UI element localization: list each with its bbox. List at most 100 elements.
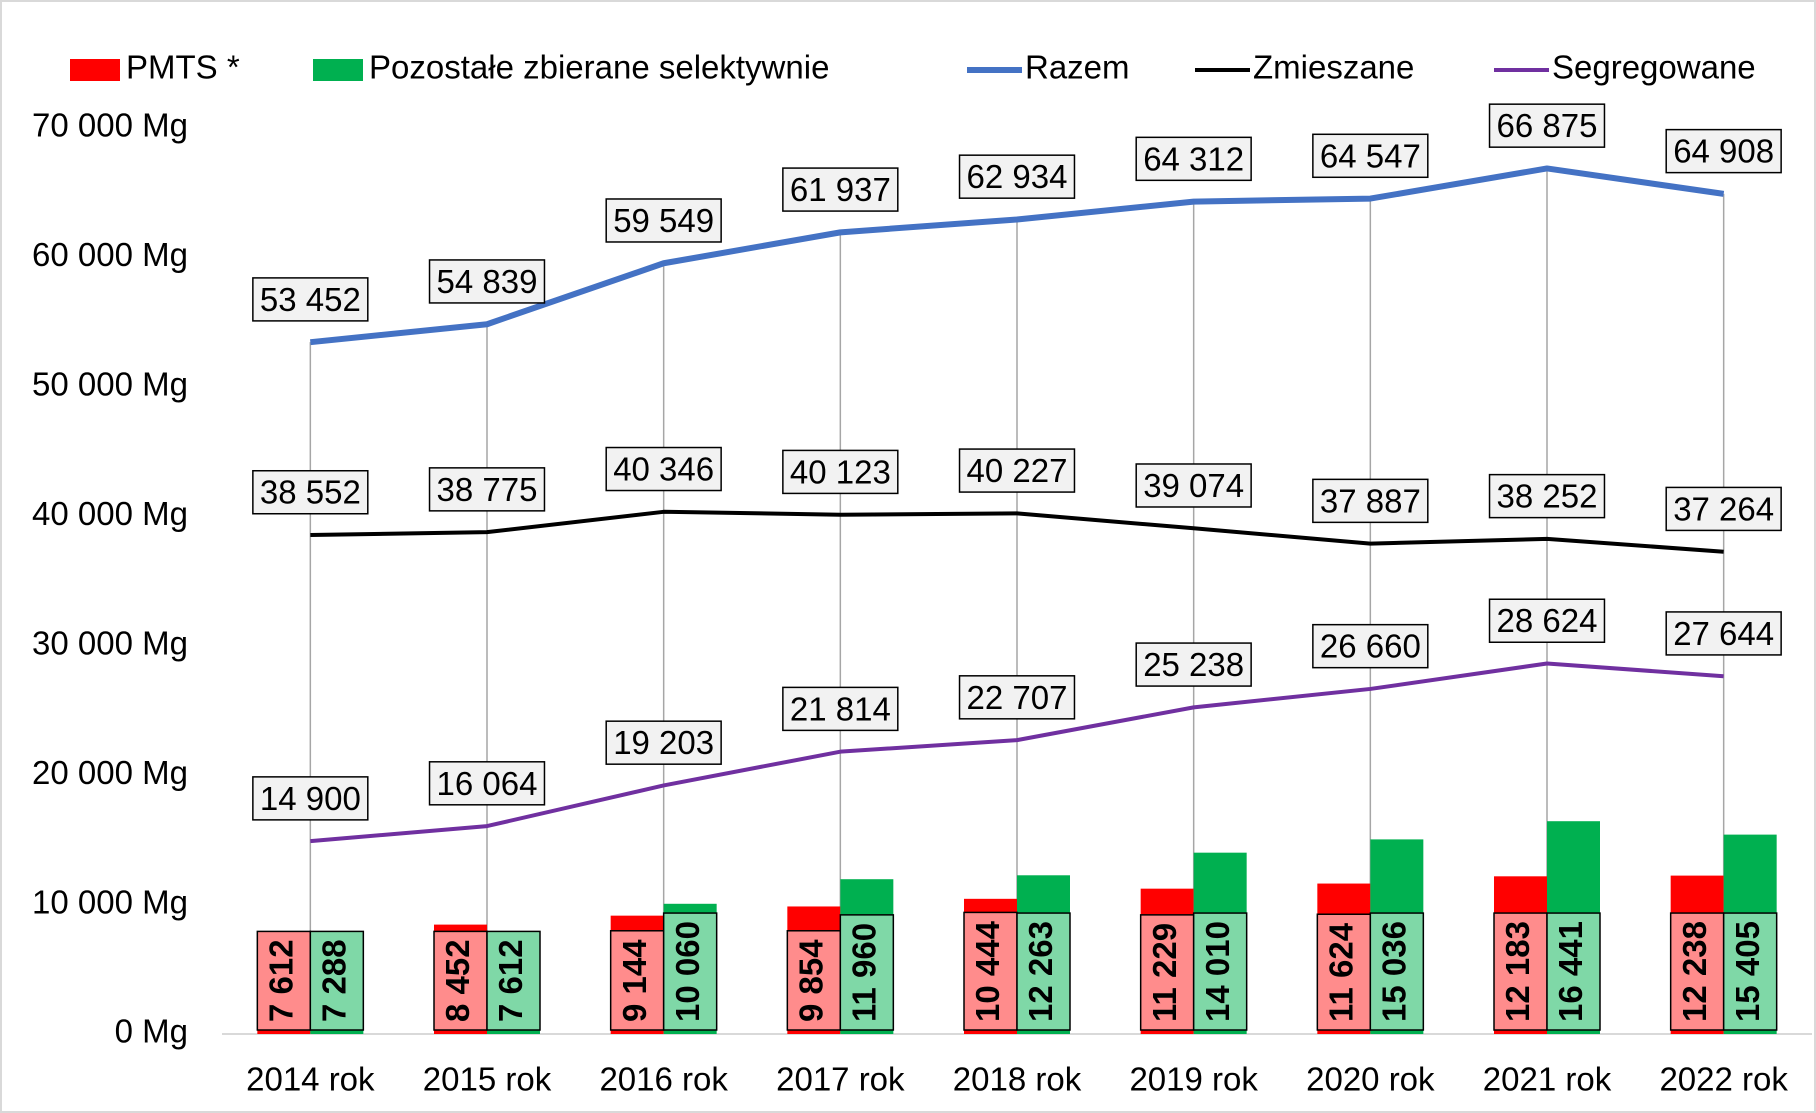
data-label-group: 8 452 <box>433 930 488 1031</box>
data-label-box <box>1488 598 1606 643</box>
data-label-box <box>839 914 895 1031</box>
data-label-group: 64 312 <box>1135 136 1252 182</box>
data-label: 38 775 <box>437 471 538 508</box>
data-label-box <box>1665 486 1782 532</box>
data-label: 15 036 <box>1376 921 1413 1022</box>
data-label-box <box>1135 136 1252 182</box>
data-label: 22 707 <box>967 679 1068 716</box>
data-label-box <box>786 930 842 1031</box>
data-label-group: 19 203 <box>605 720 722 765</box>
data-label-group: 12 183 <box>1493 912 1548 1031</box>
data-label: 12 183 <box>1499 921 1536 1022</box>
data-label-group: 22 707 <box>958 675 1076 720</box>
data-label-box <box>309 930 365 1031</box>
legend-label: Segregowane <box>1552 49 1756 86</box>
data-label-group: 38 775 <box>428 467 546 512</box>
data-label-group: 64 908 <box>1665 128 1782 174</box>
data-label-box <box>1665 611 1782 656</box>
data-label-group: 11 229 <box>1139 914 1195 1031</box>
data-label: 7 612 <box>492 939 529 1022</box>
data-label-box <box>1312 133 1429 179</box>
data-label-box <box>1722 912 1778 1031</box>
x-tick-label: 2021 rok <box>1483 1061 1612 1098</box>
data-label-group: 14 010 <box>1192 912 1248 1031</box>
data-label: 10 444 <box>969 920 1006 1022</box>
data-label-group: 15 405 <box>1722 912 1778 1031</box>
x-tick-label: 2022 rok <box>1659 1061 1788 1098</box>
data-label-box <box>605 720 722 765</box>
data-label-box <box>1192 912 1248 1031</box>
data-label: 16 441 <box>1552 921 1589 1022</box>
data-label: 15 405 <box>1729 921 1766 1022</box>
data-label-group: 12 238 <box>1669 912 1725 1031</box>
data-label-box <box>958 448 1076 493</box>
data-label-box <box>605 446 722 492</box>
data-label-box <box>252 776 369 821</box>
data-label: 27 644 <box>1673 615 1774 652</box>
data-label-group: 11 960 <box>839 914 895 1031</box>
x-tick-label: 2020 rok <box>1306 1061 1435 1098</box>
data-label-group: 64 547 <box>1312 133 1429 179</box>
line <box>310 165 1725 346</box>
data-label-box <box>963 911 1018 1031</box>
data-label-box <box>433 930 488 1031</box>
y-tick-label: 10 000 Mg <box>32 883 188 920</box>
data-label-group: 66 875 <box>1488 103 1606 148</box>
data-label-group: 38 252 <box>1488 473 1606 519</box>
data-label-box <box>1135 642 1252 687</box>
data-label-group: 53 452 <box>252 277 369 322</box>
data-label: 64 908 <box>1673 133 1774 170</box>
data-label-group: 7 612 <box>486 930 541 1031</box>
data-label-group: 59 549 <box>605 198 722 243</box>
data-label-box <box>1316 913 1372 1031</box>
y-tick-label: 60 000 Mg <box>32 236 188 273</box>
data-label: 66 875 <box>1497 107 1598 144</box>
data-label: 10 060 <box>669 921 706 1022</box>
y-tick-label: 70 000 Mg <box>32 107 188 144</box>
data-label-box <box>782 686 899 732</box>
data-label-group: 40 123 <box>782 449 899 495</box>
data-label-box <box>428 467 546 512</box>
data-label-group: 26 660 <box>1312 623 1429 669</box>
data-label: 64 312 <box>1143 140 1244 177</box>
x-tick-label: 2014 rok <box>246 1061 375 1098</box>
data-label: 59 549 <box>613 202 714 239</box>
data-label: 8 452 <box>439 939 476 1022</box>
data-label: 12 263 <box>1022 921 1059 1022</box>
data-label-group: 21 814 <box>782 686 899 732</box>
legend-label: PMTS * <box>126 49 240 86</box>
data-label-box <box>782 167 899 212</box>
x-tick-label: 2018 rok <box>953 1061 1082 1098</box>
legend-label: Zmieszane <box>1253 49 1414 86</box>
data-label-box <box>1493 912 1548 1031</box>
data-label: 28 624 <box>1497 602 1598 639</box>
x-tick-label: 2016 rok <box>599 1061 728 1098</box>
data-label: 54 839 <box>437 263 538 300</box>
data-label-group: 14 900 <box>252 776 369 821</box>
legend-swatch <box>70 59 120 81</box>
data-label-group: 40 346 <box>605 446 722 492</box>
data-label: 64 547 <box>1320 137 1421 174</box>
data-label-group: 37 264 <box>1665 486 1782 532</box>
data-label-box <box>1312 623 1429 669</box>
data-label: 38 552 <box>260 474 361 511</box>
data-label-box <box>782 449 899 495</box>
x-tick-label: 2015 rok <box>423 1061 552 1098</box>
y-tick-label: 0 Mg <box>115 1013 188 1050</box>
data-label: 25 238 <box>1143 646 1244 683</box>
data-label-box <box>1369 912 1425 1031</box>
data-label: 38 252 <box>1497 478 1598 515</box>
data-label: 9 854 <box>793 939 830 1022</box>
data-label-group: 7 288 <box>309 930 365 1031</box>
data-label-box <box>252 469 369 515</box>
data-label-group: 28 624 <box>1488 598 1606 643</box>
data-label-group: 9 144 <box>609 930 665 1031</box>
y-tick-label: 50 000 Mg <box>32 366 188 403</box>
data-label-box <box>486 930 541 1031</box>
data-label-group: 16 064 <box>428 761 546 806</box>
legend-swatch <box>313 59 363 81</box>
data-label-box <box>1135 463 1252 508</box>
data-label-box <box>605 198 722 243</box>
x-tick-label: 2019 rok <box>1129 1061 1258 1098</box>
